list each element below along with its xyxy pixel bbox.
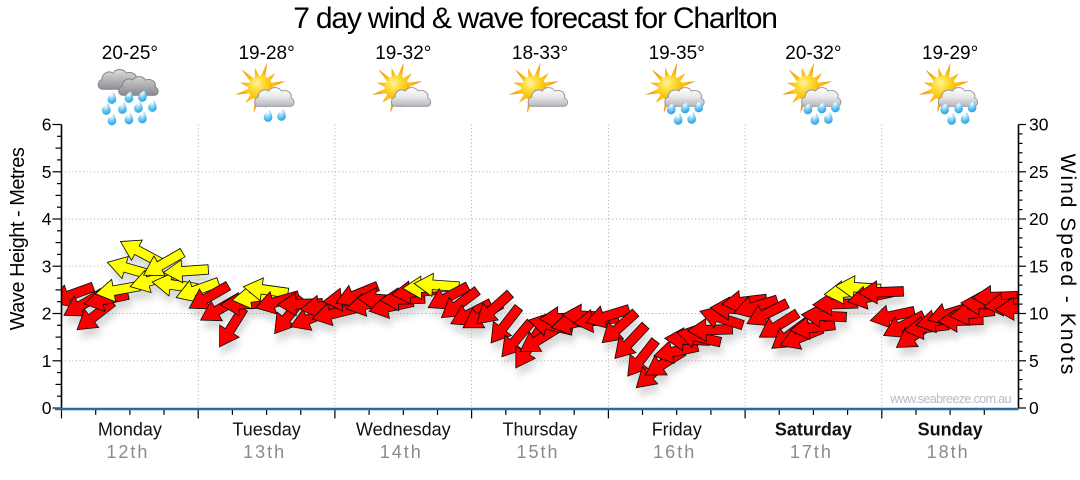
svg-text:19-29°: 19-29° xyxy=(922,43,978,64)
svg-text:20: 20 xyxy=(1029,209,1049,229)
svg-text:18th: 18th xyxy=(927,442,970,462)
svg-text:20-25°: 20-25° xyxy=(102,43,158,64)
svg-text:0: 0 xyxy=(1029,398,1039,418)
svg-text:Sunday: Sunday xyxy=(918,419,983,439)
svg-text:18-33°: 18-33° xyxy=(512,43,568,64)
svg-text:Friday: Friday xyxy=(652,419,702,439)
svg-text:25: 25 xyxy=(1029,162,1048,182)
svg-text:4: 4 xyxy=(42,209,52,229)
svg-text:6: 6 xyxy=(42,115,52,135)
svg-text:10: 10 xyxy=(1029,304,1049,324)
svg-text:19-32°: 19-32° xyxy=(375,43,431,64)
svg-text:19-35°: 19-35° xyxy=(649,43,705,64)
svg-text:Saturday: Saturday xyxy=(775,419,852,439)
svg-text:19-28°: 19-28° xyxy=(238,43,294,64)
svg-text:Monday: Monday xyxy=(98,419,162,439)
svg-text:13th: 13th xyxy=(243,442,286,462)
svg-text:1: 1 xyxy=(42,351,52,371)
svg-text:5: 5 xyxy=(42,162,52,182)
svg-text:Wave Height - Metres: Wave Height - Metres xyxy=(7,147,29,330)
svg-text:14th: 14th xyxy=(380,442,423,462)
svg-text:12th: 12th xyxy=(106,442,149,462)
svg-text:Thursday: Thursday xyxy=(502,419,577,439)
svg-text:17th: 17th xyxy=(790,442,833,462)
svg-text:15th: 15th xyxy=(516,442,559,462)
svg-text:30: 30 xyxy=(1029,115,1049,135)
svg-text:Wind Speed - Knots: Wind Speed - Knots xyxy=(1056,154,1079,377)
svg-text:0: 0 xyxy=(42,398,52,418)
svg-text:5: 5 xyxy=(1029,351,1039,371)
svg-text:Tuesday: Tuesday xyxy=(232,419,300,439)
svg-text:16th: 16th xyxy=(653,442,696,462)
svg-text:20-32°: 20-32° xyxy=(785,43,841,64)
svg-text:15: 15 xyxy=(1029,256,1048,276)
svg-text:3: 3 xyxy=(42,256,52,276)
svg-text:7 day wind & wave forecast for: 7 day wind & wave forecast for Charlton xyxy=(293,2,776,35)
svg-text:Wednesday: Wednesday xyxy=(356,419,451,439)
svg-text:2: 2 xyxy=(42,304,52,324)
svg-text:www.seabreeze.com.au: www.seabreeze.com.au xyxy=(889,392,1011,406)
